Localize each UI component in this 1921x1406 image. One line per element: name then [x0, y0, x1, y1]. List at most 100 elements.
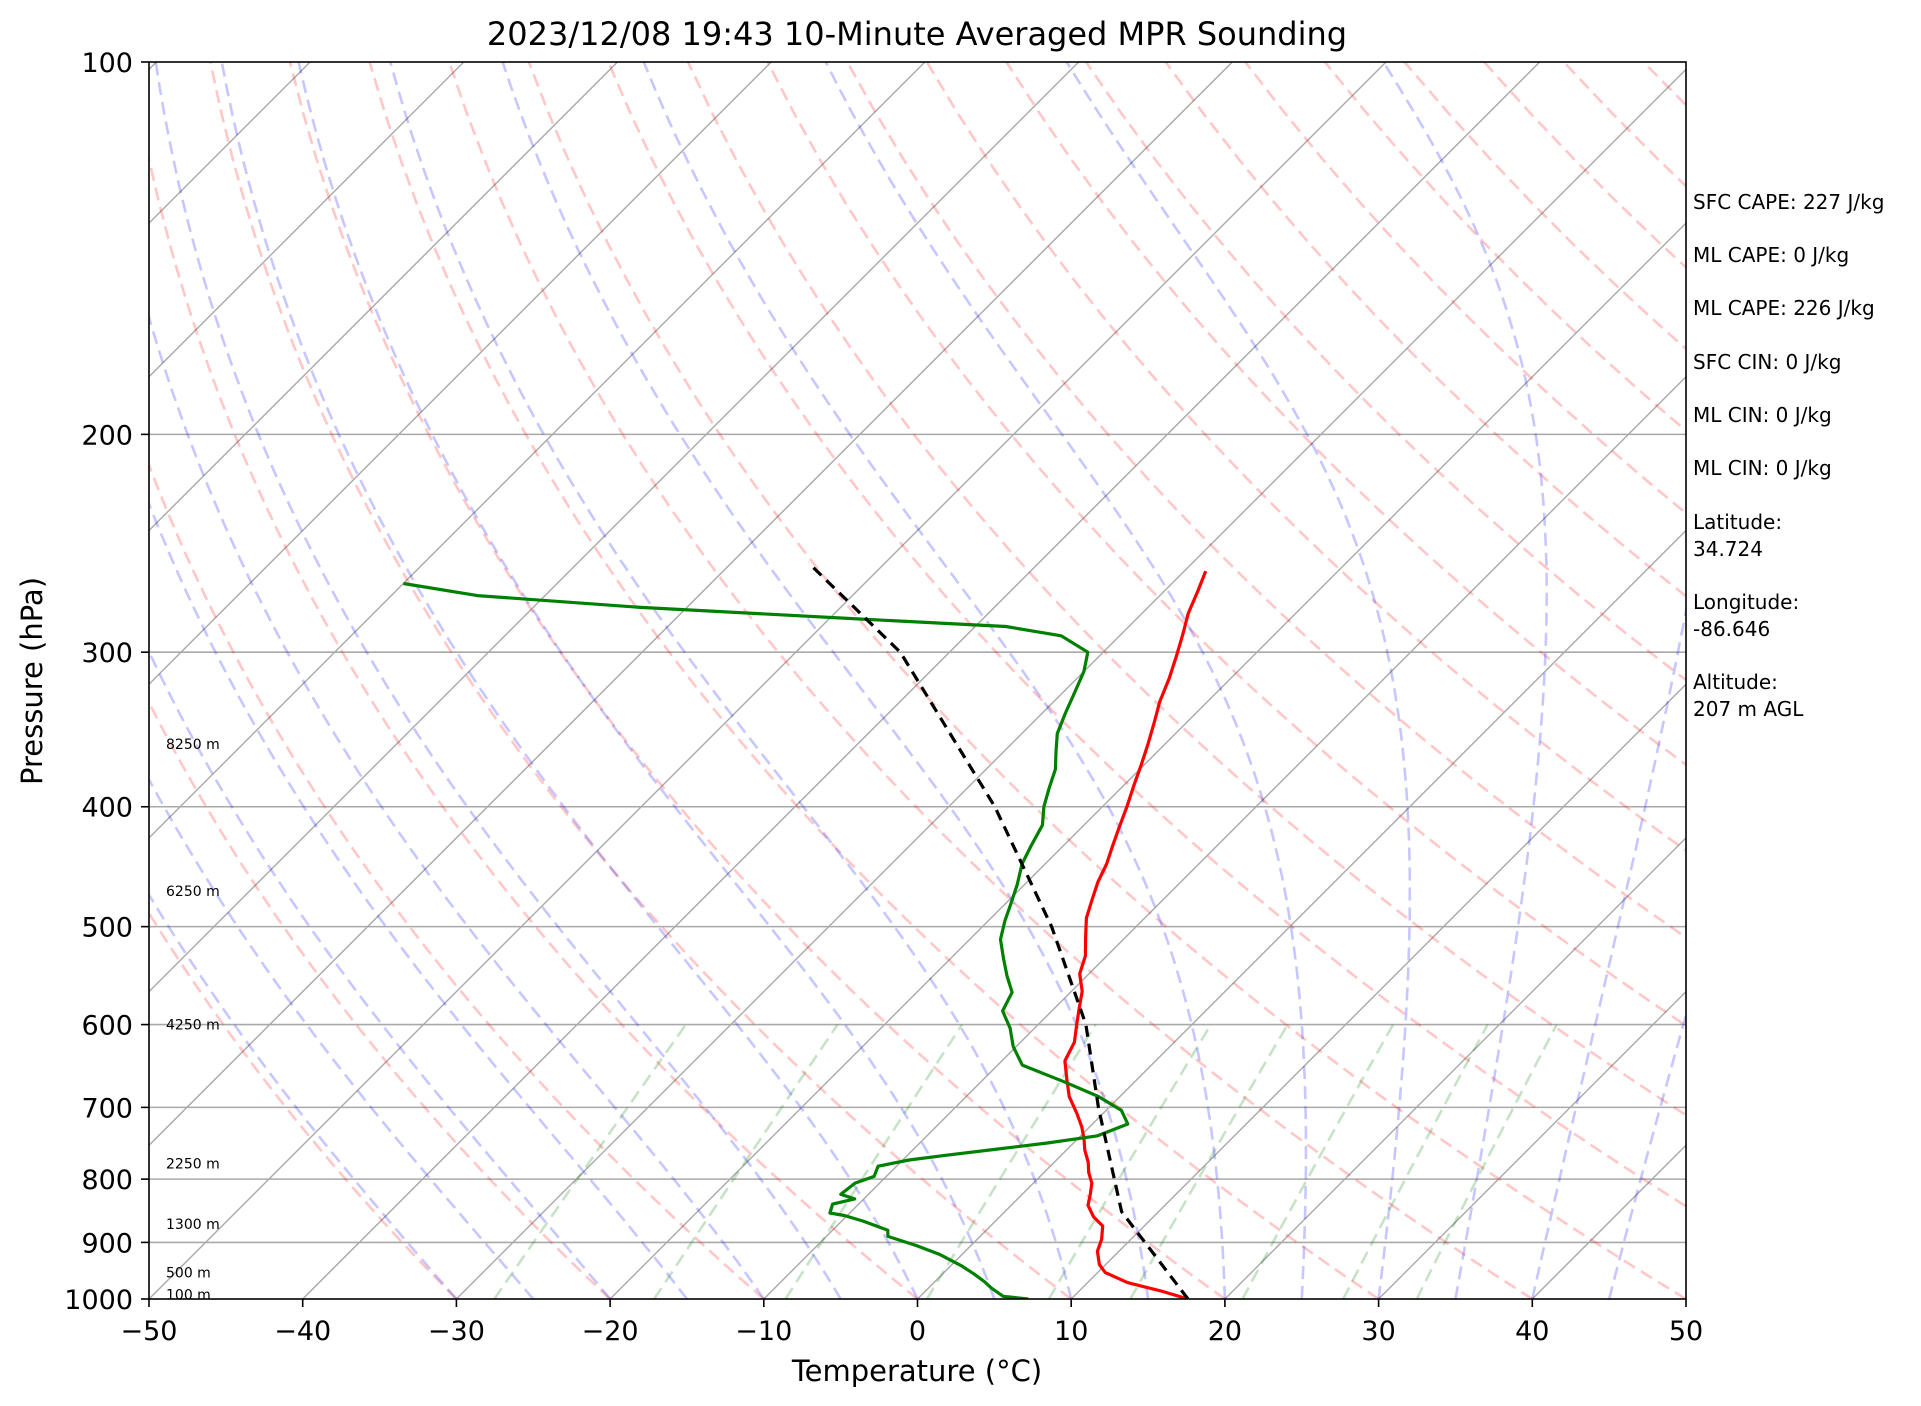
info-ml-cape-2: ML CAPE: 226 J/kg [1693, 296, 1875, 320]
y-axis-ticks: 1000 900 800 700 600 500 400 300 200 100 [64, 48, 149, 1316]
mixing-ratio-line [1129, 1023, 1289, 1299]
x-tick-label: −50 [121, 1316, 178, 1347]
isotherm-line [1378, 990, 1686, 1299]
info-longitude-value: -86.646 [1693, 617, 1770, 641]
y-tick-label: 1000 [64, 1285, 133, 1316]
dry-adiabat-line [149, 152, 919, 1299]
isotherm-line [149, 62, 618, 532]
moist-adiabat-line [149, 892, 458, 1299]
x-tick-label: −20 [582, 1316, 639, 1347]
info-latitude-value: 34.724 [1693, 537, 1763, 561]
dry-adiabat-line [288, 62, 1226, 1299]
moist-adiabat-line [501, 62, 1150, 1299]
isotherm-line [763, 375, 1686, 1299]
x-axis-label: Temperature (°C) [791, 1354, 1042, 1388]
isotherm-line [455, 68, 1686, 1299]
y-tick-label: 900 [81, 1228, 133, 1259]
info-latitude-label: Latitude: [1693, 510, 1782, 534]
mixing-ratio-line [653, 1023, 839, 1299]
dry-adiabat-line [447, 62, 1534, 1299]
sounding-traces [403, 561, 1208, 1299]
dry-adiabat-line [209, 62, 1072, 1299]
dry-adiabat-line [686, 62, 1686, 1117]
mixing-ratio-line [493, 1023, 687, 1299]
y-tick-label: 700 [81, 1093, 133, 1124]
dry-adiabat-line [766, 62, 1686, 1028]
mixing-ratio-line [1415, 1023, 1558, 1299]
isotherm-line [149, 62, 465, 378]
dry-adiabat-line [149, 699, 611, 1299]
y-tick-label: 800 [81, 1165, 133, 1196]
isotherm-line [1070, 683, 1686, 1299]
moist-adiabat-line [1531, 603, 1686, 1299]
mixing-ratio-line [1047, 1023, 1212, 1299]
parcel-trace [807, 561, 1190, 1299]
dry-adiabat-line [368, 62, 1380, 1299]
height-label: 1300 m [166, 1217, 220, 1233]
moist-adiabat-line [642, 62, 1227, 1299]
x-tick-label: −30 [428, 1316, 485, 1347]
isotherm-line [149, 62, 772, 686]
isotherm-line [302, 62, 1541, 1299]
y-tick-label: 300 [81, 638, 133, 669]
info-sfc-cape: SFC CAPE: 227 J/kg [1693, 190, 1884, 214]
height-label: 100 m [166, 1288, 211, 1304]
height-label: 8250 m [166, 737, 220, 753]
info-sfc-cin: SFC CIN: 0 J/kg [1693, 350, 1841, 374]
moist-adiabat-line [154, 62, 842, 1299]
y-tick-label: 500 [81, 913, 133, 944]
moist-adiabat-line [149, 500, 688, 1299]
mixing-ratio-line [1241, 1023, 1395, 1299]
isotherm-line [149, 62, 1387, 1299]
chart-title: 2023/12/08 19:43 10-Minute Averaged MPR … [487, 15, 1347, 53]
y-tick-label: 600 [81, 1011, 133, 1042]
dry-adiabat-line [1164, 62, 1686, 598]
x-tick-label: 10 [1054, 1316, 1088, 1347]
background-reference-lines [149, 62, 1686, 1299]
height-label: 4250 m [166, 1018, 220, 1034]
dewpoint-trace [403, 581, 1130, 1299]
moist-adiabat-line [1382, 62, 1549, 1299]
y-tick-label: 400 [81, 793, 133, 824]
x-tick-label: 50 [1669, 1316, 1703, 1347]
dry-adiabat-line [1005, 62, 1686, 767]
y-axis-label: Pressure (hPa) [15, 577, 49, 785]
info-longitude-label: Longitude: [1693, 590, 1799, 614]
dry-adiabat-line [149, 461, 765, 1299]
isotherm-line [609, 222, 1686, 1299]
info-ml-cape: ML CAPE: 0 J/kg [1693, 243, 1849, 267]
moist-adiabat-line [1607, 1010, 1686, 1299]
sounding-info-panel: SFC CAPE: 227 J/kg ML CAPE: 0 J/kg ML CA… [1693, 190, 1884, 721]
dry-adiabat-line [1085, 62, 1686, 682]
moist-adiabat-line [1065, 62, 1412, 1299]
x-tick-label: 0 [909, 1316, 926, 1347]
height-label: 6250 m [166, 884, 220, 900]
moist-adiabat-line [220, 62, 919, 1299]
x-tick-label: −40 [274, 1316, 331, 1347]
y-tick-label: 200 [81, 420, 133, 451]
dry-adiabat-line [527, 62, 1686, 1299]
info-ml-cin-2: ML CIN: 0 J/kg [1693, 456, 1832, 480]
temperature-trace [1063, 570, 1208, 1299]
y-tick-label: 100 [81, 48, 133, 79]
x-tick-label: −10 [735, 1316, 792, 1347]
isotherm-line [149, 62, 926, 839]
isotherm-line [917, 529, 1686, 1299]
moist-adiabat-line [149, 312, 765, 1299]
mixing-ratio-line [925, 1023, 1097, 1299]
moist-adiabat-line [297, 62, 996, 1299]
isotherm-line [149, 62, 1233, 1147]
moist-adiabat-line [824, 62, 1308, 1299]
info-ml-cin: ML CIN: 0 J/kg [1693, 403, 1832, 427]
moist-adiabat-line [389, 62, 1073, 1299]
x-tick-label: 30 [1361, 1316, 1395, 1347]
info-altitude-value: 207 m AGL [1693, 697, 1804, 721]
x-tick-label: 20 [1208, 1316, 1242, 1347]
isotherm-line [149, 62, 1080, 993]
height-label: 2250 m [166, 1157, 220, 1173]
height-label: 500 m [166, 1266, 211, 1282]
isotherm-line [1224, 836, 1686, 1299]
info-altitude-label: Altitude: [1693, 670, 1778, 694]
dry-adiabat-line [607, 62, 1686, 1208]
